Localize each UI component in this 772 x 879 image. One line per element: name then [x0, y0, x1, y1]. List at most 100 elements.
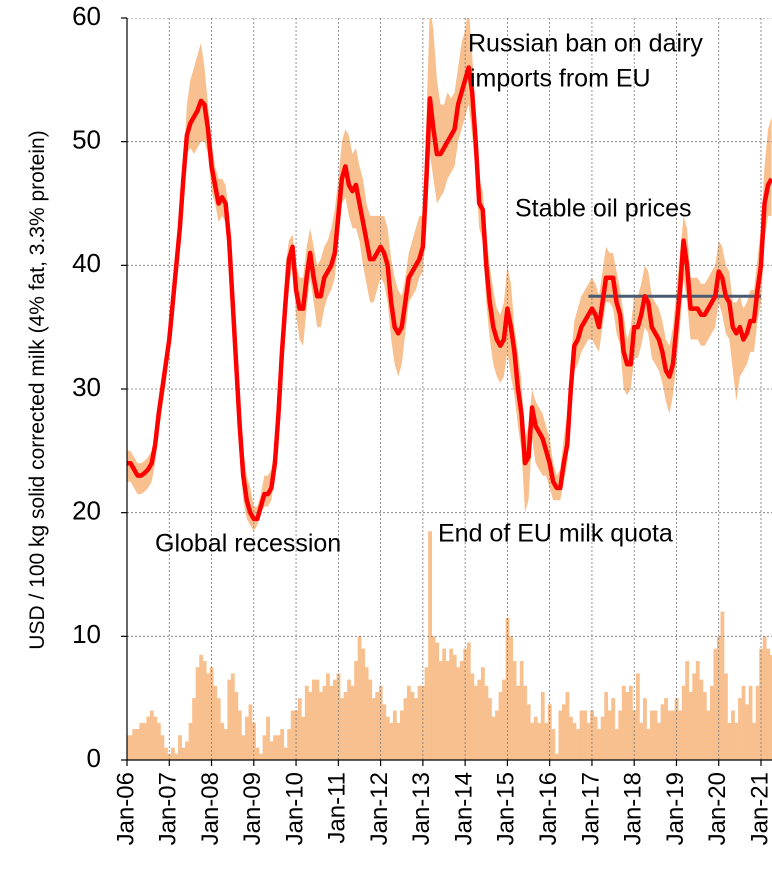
x-tick-label: Jan-13 — [408, 772, 435, 845]
bar — [731, 710, 735, 760]
bar — [382, 704, 387, 760]
bar — [706, 710, 711, 760]
bar — [600, 716, 605, 760]
bar — [544, 722, 549, 760]
bar — [551, 729, 556, 760]
x-tick-label: Jan-14 — [450, 772, 477, 845]
bar — [674, 698, 679, 760]
bar — [470, 673, 475, 760]
range-band — [127, 18, 772, 532]
bar — [329, 685, 334, 760]
bar — [667, 710, 672, 760]
bar — [262, 735, 267, 760]
bar — [762, 636, 767, 760]
bar — [565, 691, 570, 760]
bar — [526, 704, 531, 760]
x-tick-label: Jan-09 — [239, 772, 266, 845]
bar — [149, 710, 154, 760]
bar — [290, 710, 295, 760]
bar — [713, 648, 718, 760]
annotation: End of EU milk quota — [438, 520, 673, 548]
bar — [160, 735, 165, 760]
bar — [554, 753, 559, 760]
bar — [343, 691, 348, 760]
bar — [181, 747, 186, 760]
bar — [685, 661, 690, 760]
bar — [628, 685, 633, 760]
bar — [678, 710, 683, 760]
bar — [741, 685, 746, 760]
bar — [745, 704, 749, 760]
bar — [597, 729, 602, 760]
bar — [308, 691, 313, 760]
bar — [392, 710, 397, 760]
bar — [142, 722, 147, 760]
bar — [304, 685, 309, 760]
bar — [650, 710, 654, 760]
x-tick-label: Jan-20 — [704, 772, 731, 845]
axes: 0 10 20 30 40 50 60 Jan-06 Jan-07 Jan-08 Jan-09 Jan… — [72, 1, 772, 845]
bar — [163, 747, 168, 760]
bar — [199, 654, 204, 760]
bar — [692, 673, 697, 760]
bar — [445, 661, 450, 760]
bar — [657, 722, 661, 760]
bar — [643, 698, 647, 760]
x-tick-label: Jan-15 — [493, 772, 520, 845]
bar — [244, 716, 249, 760]
bar — [259, 753, 263, 760]
bar — [347, 679, 351, 760]
bar — [357, 636, 362, 760]
bar — [498, 691, 503, 760]
x-tick-label: Jan-16 — [535, 772, 562, 845]
bar — [431, 636, 436, 760]
bar — [361, 648, 366, 760]
bar — [466, 642, 471, 760]
bar — [389, 722, 394, 760]
bar — [315, 679, 320, 760]
bar — [252, 722, 256, 760]
x-tick-label: Jan-21 — [746, 772, 772, 845]
y-tick-label: 0 — [87, 743, 101, 773]
bar — [509, 636, 513, 760]
bar — [269, 741, 274, 760]
bar — [234, 691, 239, 760]
annotation: Russian ban on dairy — [468, 30, 703, 58]
x-tick-label: Jan-19 — [662, 772, 689, 845]
bar — [153, 716, 158, 760]
bar — [537, 722, 542, 760]
bar — [547, 704, 552, 760]
bar — [216, 698, 221, 760]
bar — [396, 722, 401, 760]
bar — [350, 685, 355, 760]
bar — [688, 691, 693, 760]
x-tick-label: Jan-06 — [112, 772, 139, 845]
bar — [435, 642, 440, 760]
bar — [463, 648, 468, 760]
bar — [385, 716, 390, 760]
bar — [533, 716, 538, 760]
bar — [639, 722, 644, 760]
bar — [607, 710, 612, 760]
bar — [171, 747, 175, 760]
bar — [195, 667, 200, 760]
bar — [473, 685, 478, 760]
bar — [318, 691, 323, 760]
price-line — [127, 65, 772, 522]
bar — [287, 729, 292, 760]
annotation: Global recession — [155, 530, 341, 558]
x-tick-label: Jan-08 — [197, 772, 224, 845]
bar — [354, 661, 359, 760]
bar — [516, 685, 521, 760]
bar — [174, 753, 179, 760]
bar — [311, 679, 316, 760]
bar — [213, 685, 218, 760]
bar — [579, 710, 584, 760]
bar — [653, 710, 658, 760]
bar — [699, 679, 704, 760]
bar — [241, 735, 246, 760]
bar — [695, 661, 700, 760]
bar — [188, 722, 193, 760]
bar — [192, 698, 196, 760]
bar — [322, 685, 327, 760]
